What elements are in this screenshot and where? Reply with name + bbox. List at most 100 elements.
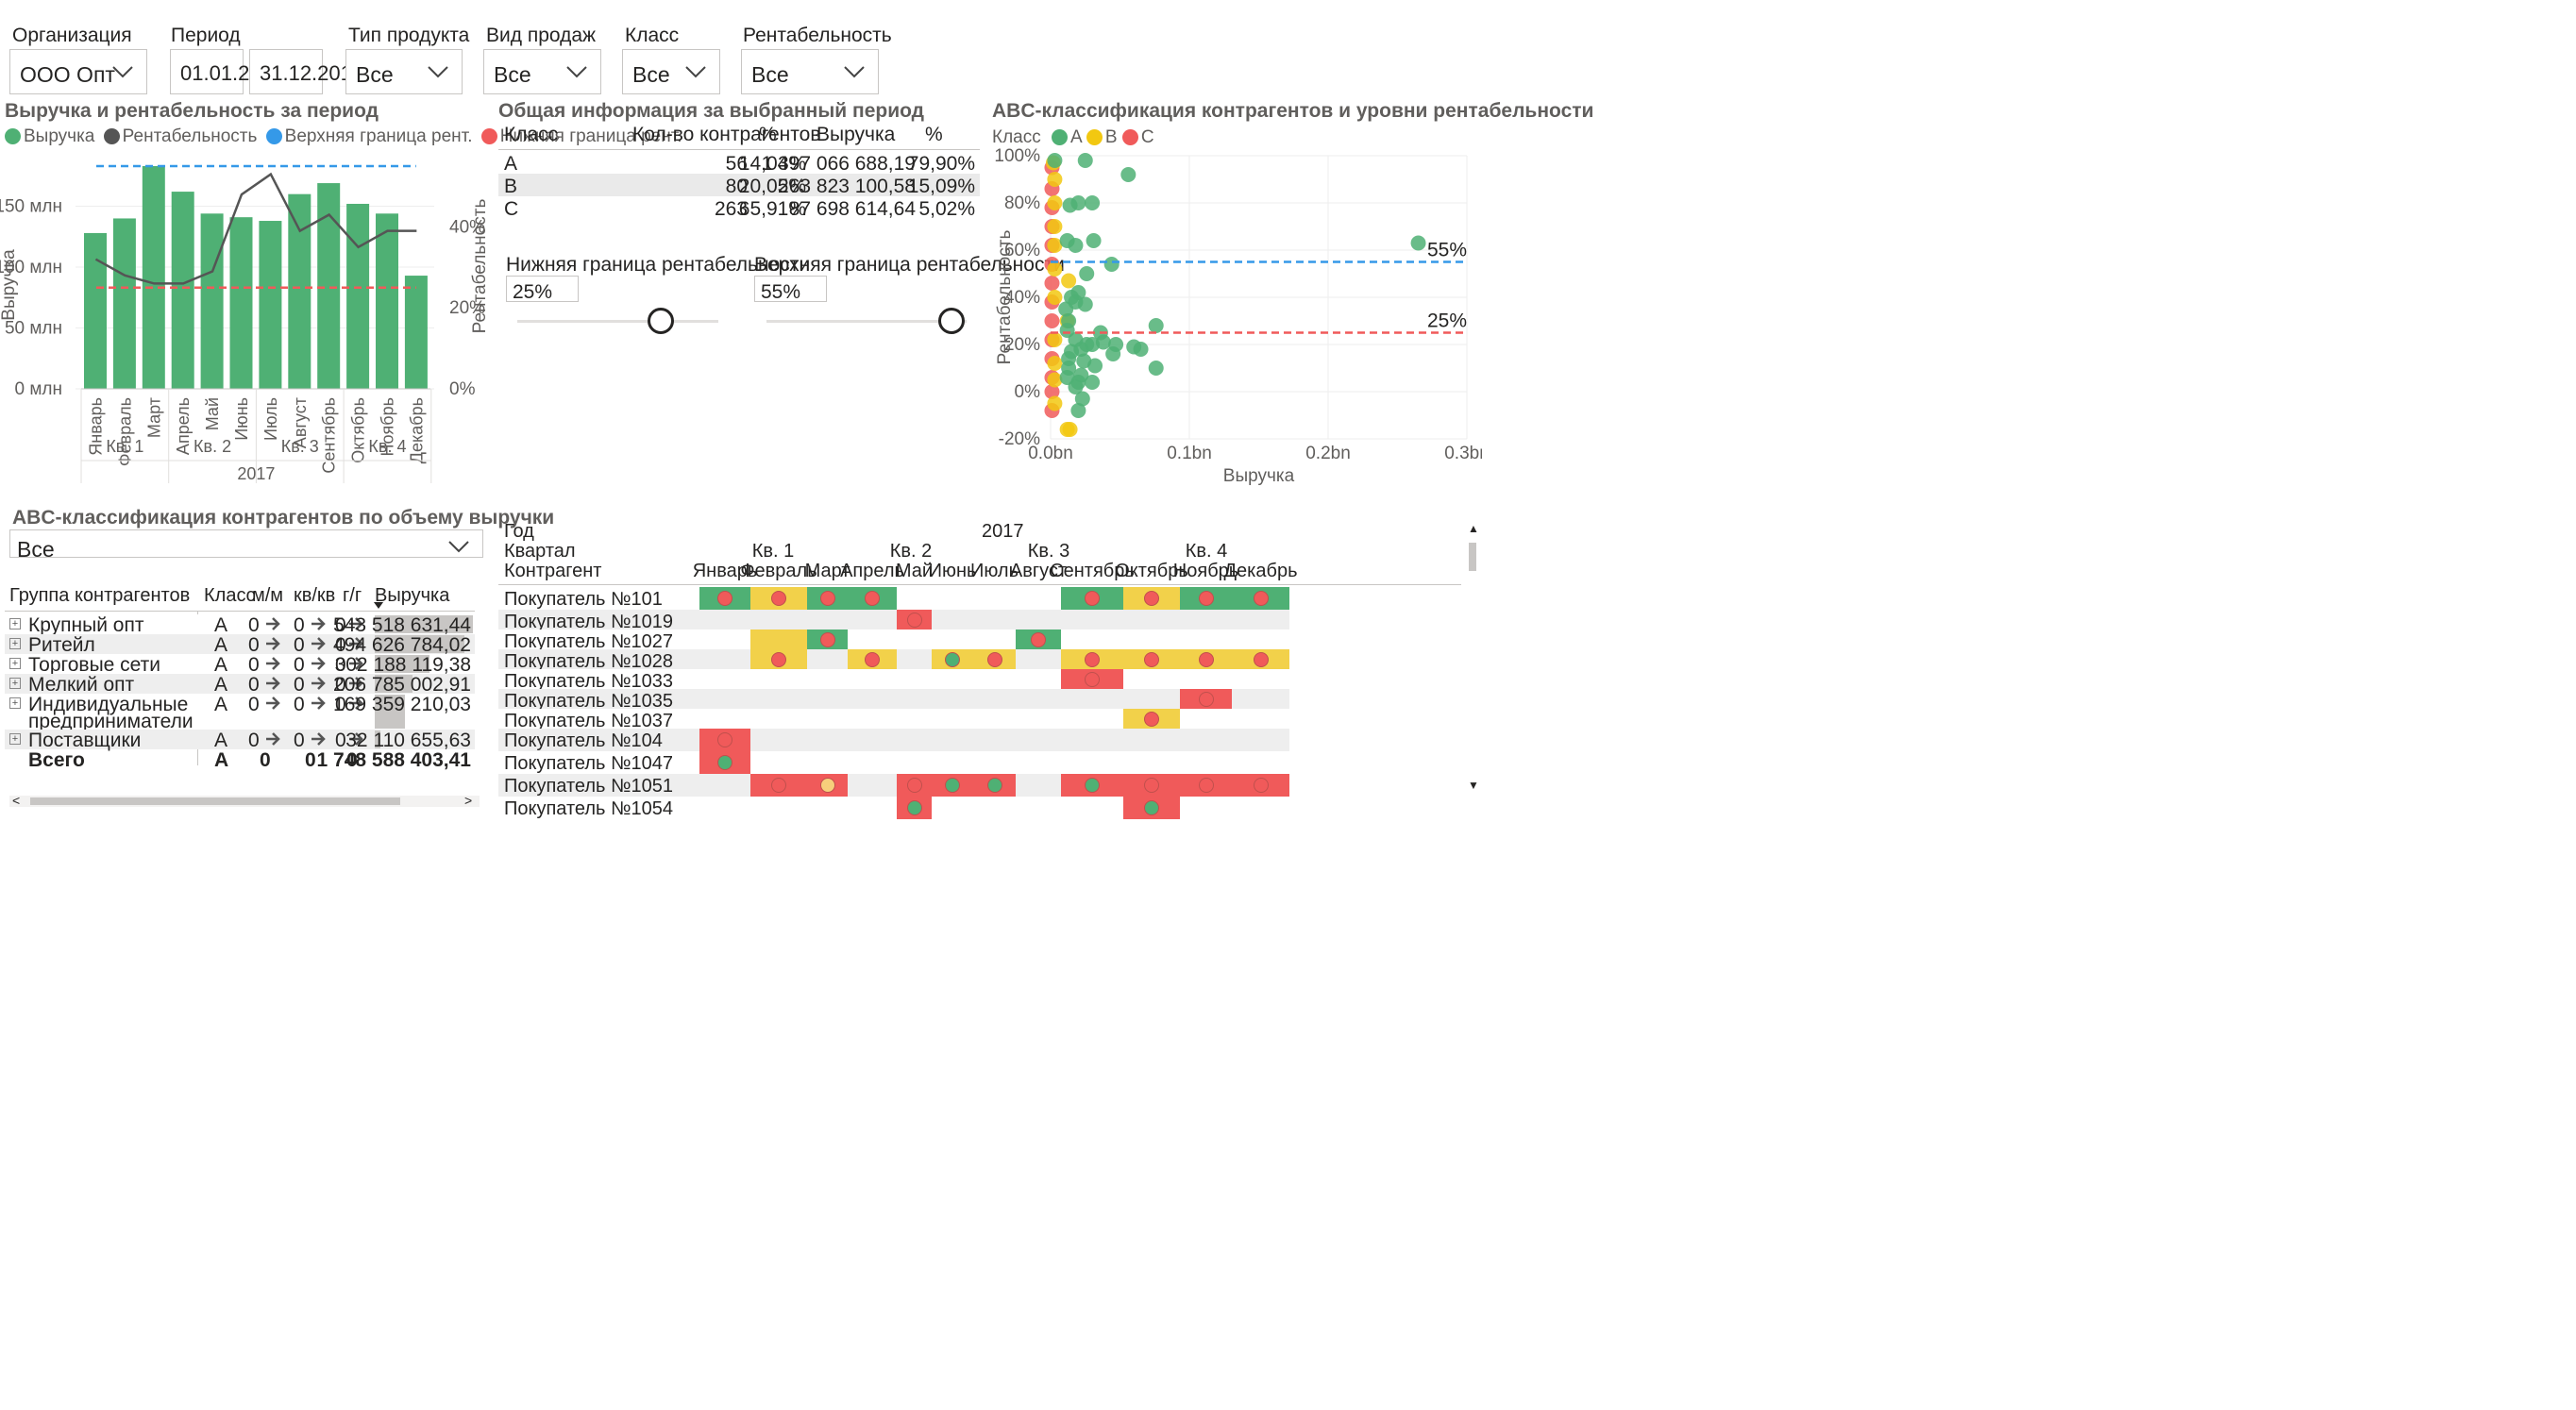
point-B[interactable]: [1047, 238, 1063, 253]
point-A[interactable]: [1148, 361, 1164, 376]
bar-Июль[interactable]: [259, 221, 282, 389]
sales-dropdown[interactable]: Все: [483, 49, 601, 94]
matrix-cell[interactable]: [1232, 587, 1289, 610]
matrix-cell[interactable]: [1180, 587, 1232, 610]
matrix-cell[interactable]: [897, 774, 932, 797]
point-B[interactable]: [1047, 395, 1063, 411]
point-A[interactable]: [1105, 346, 1121, 361]
expand-icon[interactable]: +: [9, 697, 21, 709]
point-A[interactable]: [1074, 391, 1090, 407]
matrix-cell[interactable]: [1123, 587, 1180, 610]
matrix-cell[interactable]: [932, 649, 973, 669]
bar-Апрель[interactable]: [171, 192, 194, 389]
matrix-row[interactable]: Покупатель №101: [498, 587, 1289, 610]
point-B[interactable]: [1047, 290, 1063, 305]
lower-bound-input[interactable]: 25%: [506, 276, 579, 303]
point-B[interactable]: [1047, 172, 1063, 187]
point-B[interactable]: [1047, 261, 1063, 277]
bar-Май[interactable]: [200, 213, 224, 389]
matrix-row[interactable]: Покупатель №1047: [498, 751, 1289, 774]
expand-icon[interactable]: +: [9, 733, 21, 745]
matrix-cell[interactable]: [699, 587, 750, 610]
point-A[interactable]: [1068, 238, 1084, 253]
point-A[interactable]: [1085, 195, 1101, 210]
matrix-cell[interactable]: [750, 587, 807, 610]
matrix-cell[interactable]: [1061, 669, 1123, 689]
point-A[interactable]: [1133, 342, 1149, 357]
klass-dropdown[interactable]: Все: [622, 49, 720, 94]
point-B[interactable]: [1047, 219, 1063, 234]
matrix-cell[interactable]: [807, 629, 848, 649]
matrix-cell[interactable]: [1180, 689, 1232, 709]
point-A[interactable]: [1148, 318, 1164, 333]
lower-bound-slider-track[interactable]: [517, 320, 718, 323]
point-A[interactable]: [1410, 235, 1426, 251]
point-B[interactable]: [1047, 195, 1063, 210]
bar-Июнь[interactable]: [229, 217, 253, 389]
matrix-row[interactable]: Покупатель №104: [498, 729, 1289, 751]
matrix-cell[interactable]: [750, 649, 807, 669]
scrollbar-thumb[interactable]: [30, 797, 400, 805]
matrix-cell[interactable]: [807, 587, 848, 610]
point-A[interactable]: [1068, 379, 1084, 394]
bar-Декабрь[interactable]: [404, 276, 428, 389]
point-C[interactable]: [1044, 384, 1060, 399]
legend-item[interactable]: B: [1086, 127, 1118, 147]
point-B[interactable]: [1061, 273, 1077, 289]
matrix-cell[interactable]: [699, 729, 750, 751]
upper-bound-slider-thumb[interactable]: [937, 308, 965, 334]
matrix-row[interactable]: Покупатель №1037: [498, 709, 1289, 731]
summary-row[interactable]: C 263 65,91% 87 698 614,64 5,02%: [498, 196, 980, 220]
expand-icon[interactable]: +: [9, 678, 21, 689]
org-dropdown[interactable]: ООО Опт: [9, 49, 147, 94]
matrix-cell[interactable]: [1016, 629, 1061, 649]
scroll-up-icon[interactable]: ▲: [1468, 522, 1479, 535]
matrix-vertical-scrollbar[interactable]: ▲ ▼: [1468, 522, 1479, 796]
profit-dropdown[interactable]: Все: [741, 49, 879, 94]
summary-row[interactable]: B 80 20,05% 263 823 100,58 15,09%: [498, 174, 980, 197]
point-A[interactable]: [1070, 403, 1086, 418]
matrix-cell[interactable]: [750, 774, 807, 797]
legend-item[interactable]: C: [1121, 127, 1154, 147]
matrix-cell[interactable]: [897, 610, 932, 629]
point-B[interactable]: [1047, 332, 1063, 347]
matrix-cell[interactable]: [699, 751, 750, 774]
bar-Февраль[interactable]: [112, 218, 136, 389]
point-B[interactable]: [1047, 356, 1063, 371]
matrix-cell[interactable]: [897, 797, 932, 819]
table-row[interactable]: + Индивидуальные предприниматели A 0 0 0 169 35…: [5, 694, 475, 732]
scroll-down-icon[interactable]: ▼: [1468, 779, 1479, 792]
table-row[interactable]: + Крупный опт A 0 0 0 543 518 631,44: [5, 614, 475, 636]
legend-item[interactable]: Нижняя граница рент.: [480, 126, 682, 146]
legend-item[interactable]: Верхняя граница рент.: [265, 126, 473, 146]
point-A[interactable]: [1086, 233, 1102, 248]
matrix-cell[interactable]: [973, 774, 1016, 797]
point-C[interactable]: [1044, 313, 1060, 328]
bar-Август[interactable]: [288, 193, 311, 389]
lower-bound-slider-thumb[interactable]: [648, 308, 675, 334]
table-row[interactable]: + Ритейл A 0 0 0 494 626 784,02: [5, 634, 475, 656]
point-A[interactable]: [1077, 296, 1093, 312]
point-A[interactable]: [1073, 342, 1089, 357]
matrix-cell[interactable]: [807, 774, 848, 797]
profit-line[interactable]: [94, 172, 417, 285]
legend-item[interactable]: A: [1052, 127, 1082, 147]
abc-filter-dropdown[interactable]: Все: [9, 529, 483, 562]
matrix-cell[interactable]: [1180, 649, 1232, 669]
table-row[interactable]: + Торговые сети A 0 0 0 302 188 119,38: [5, 654, 475, 676]
matrix-cell[interactable]: [1123, 774, 1180, 797]
scroll-left-icon[interactable]: <: [12, 793, 21, 808]
period-from-input[interactable]: 01.01.2017: [170, 49, 284, 94]
upper-bound-slider-track[interactable]: [766, 320, 967, 323]
point-A[interactable]: [1087, 358, 1103, 374]
matrix-cell[interactable]: [932, 774, 973, 797]
matrix-cell[interactable]: [1061, 649, 1123, 669]
matrix-cell[interactable]: [1123, 797, 1180, 819]
matrix-cell[interactable]: [1061, 774, 1123, 797]
period-to-input[interactable]: 31.12.2017: [249, 49, 363, 94]
matrix-cell[interactable]: [848, 587, 897, 610]
table-row[interactable]: + Мелкий опт A 0 0 0 206 785 002,91: [5, 674, 475, 696]
bar-Ноябрь[interactable]: [376, 213, 398, 389]
bar-Октябрь[interactable]: [346, 203, 370, 389]
matrix-cell[interactable]: [1180, 774, 1232, 797]
